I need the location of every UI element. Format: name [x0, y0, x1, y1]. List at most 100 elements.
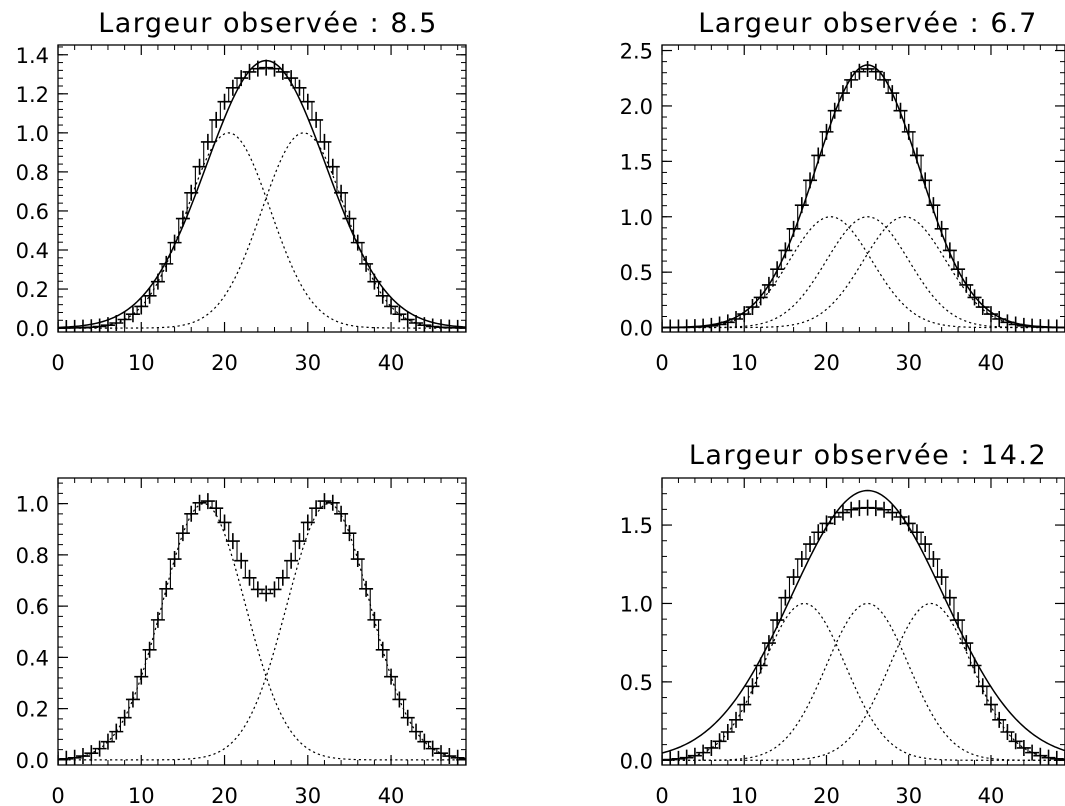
data-point-marker [392, 691, 407, 708]
data-point-marker [150, 273, 165, 290]
data-point-marker [918, 536, 933, 553]
data-point-marker [926, 197, 941, 214]
data-point-marker [342, 210, 357, 227]
data-point-marker [835, 504, 850, 521]
data-point-marker [868, 63, 883, 80]
data-point-marker [992, 711, 1007, 728]
component-curve-1 [58, 503, 466, 761]
data-point-marker [325, 158, 340, 175]
chart-title: Largeur observée : 14.2 [689, 440, 1047, 471]
y-tick-label: 0.4 [16, 646, 49, 670]
plot-area [662, 60, 1065, 332]
data-point-marker [737, 696, 752, 713]
data-point-marker [259, 59, 274, 76]
data-point-marker [334, 184, 349, 201]
data-point-marker [909, 524, 924, 541]
y-tick-label: 1.0 [16, 122, 49, 146]
data-point-marker [975, 299, 990, 316]
x-tick-label: 0 [655, 784, 668, 806]
data-point-marker [1008, 733, 1023, 750]
x-tick-label: 40 [378, 351, 405, 375]
x-tick-label: 20 [813, 784, 840, 806]
data-point-marker [275, 63, 290, 80]
data-point-marker [811, 524, 826, 541]
y-tick-label: 0.5 [620, 261, 653, 285]
data-point-marker [134, 668, 149, 685]
data-point-marker [217, 93, 232, 110]
data-point-marker [901, 123, 916, 140]
data-point-marker [217, 514, 232, 531]
data-point-marker [259, 585, 274, 602]
data-point-marker [184, 184, 199, 201]
data-point-marker [778, 242, 793, 259]
data-point-marker [918, 172, 933, 189]
data-point-marker [384, 668, 399, 685]
fit-curve [662, 489, 1065, 754]
component-curve-1 [58, 132, 466, 329]
component-curve-1 [662, 602, 1065, 761]
data-point-marker [167, 234, 182, 251]
data-point-marker [983, 696, 998, 713]
data-point-marker [175, 525, 190, 542]
x-tick-label: 40 [978, 351, 1005, 375]
x-tick-label: 10 [731, 784, 758, 806]
fit-curve [662, 64, 1065, 329]
data-point-marker [209, 111, 224, 128]
data-point-marker [117, 311, 132, 328]
data-point-marker [893, 508, 908, 525]
x-tick-label: 30 [895, 351, 922, 375]
data-point-marker [844, 501, 859, 518]
data-point-marker [827, 102, 842, 119]
data-point-marker [409, 314, 424, 331]
data-point-marker [942, 589, 957, 606]
data-point-marker [300, 514, 315, 531]
y-tick-label: 0.0 [16, 317, 49, 341]
data-point-marker [1000, 724, 1015, 741]
data-point-marker [209, 500, 224, 517]
x-tick-label: 20 [813, 351, 840, 375]
data-point-marker [926, 551, 941, 568]
data-point-marker [951, 612, 966, 629]
data-point-marker [250, 581, 265, 598]
data-point-marker [109, 723, 124, 740]
data-point-marker [359, 255, 374, 272]
data-point-marker [679, 749, 694, 765]
data-point-marker [309, 111, 324, 128]
y-tick-label: 0.0 [620, 317, 653, 341]
y-tick-label: 0.6 [16, 595, 49, 619]
data-point-marker [375, 641, 390, 658]
data-point-marker [400, 311, 415, 328]
x-tick-label: 0 [655, 351, 668, 375]
chart-panel-top-right: Largeur observée : 6.7 0 10 20 30 40 0.0 0.5 1.0… [620, 8, 1065, 375]
data-point-marker [367, 611, 382, 628]
data-point-marker [893, 102, 908, 119]
data-point-marker [442, 748, 457, 765]
data-point-marker [234, 70, 249, 87]
data-point-marker [1016, 739, 1031, 756]
y-tick-label: 0.2 [16, 278, 49, 302]
data-point-marker [720, 724, 735, 741]
x-tick-label: 40 [978, 784, 1005, 806]
data-point-marker [877, 501, 892, 518]
data-point-marker [409, 723, 424, 740]
data-point-marker [819, 515, 834, 532]
data-point-marker [959, 276, 974, 293]
chart-title: Largeur observée : 6.7 [698, 8, 1038, 39]
x-tick-label: 10 [128, 351, 155, 375]
y-tick-label: 0.8 [16, 544, 49, 568]
y-tick-label: 1.0 [620, 206, 653, 230]
data-point-marker [1058, 751, 1065, 765]
data-point-marker [794, 197, 809, 214]
data-point-marker [350, 551, 365, 568]
data-point-marker [167, 551, 182, 568]
component-curve-2 [662, 602, 1065, 761]
data-point-marker [761, 635, 776, 652]
y-tick-label: 0.6 [16, 200, 49, 224]
data-point-marker [819, 123, 834, 140]
x-tick-label: 10 [731, 351, 758, 375]
data-point-marker [317, 133, 332, 150]
data-point-marker [901, 515, 916, 532]
plot-area [58, 493, 466, 765]
data-point-marker [284, 70, 299, 87]
